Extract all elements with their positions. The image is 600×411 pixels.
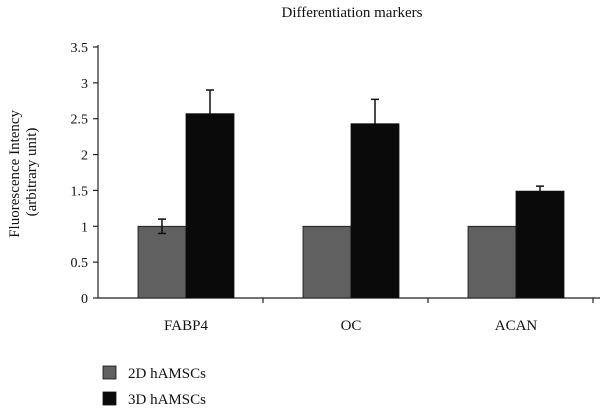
y-axis-label-line-1: Fluorescence Intency (7, 109, 23, 237)
error-bar (371, 98, 379, 124)
bars (137, 89, 565, 299)
bar-2d-hamscs-acan (467, 225, 517, 299)
legend-swatch (102, 365, 117, 380)
legend-label: 3D hAMSCs (128, 392, 206, 408)
error-bar (536, 185, 544, 192)
bar-3d-hamscs-acan (515, 190, 565, 299)
chart-title: Differentiation markers (282, 5, 423, 21)
y-axis-label: Fluorescence Intency (arbitrary unit) (7, 106, 40, 238)
legend-label: 2D hAMSCs (128, 366, 206, 382)
bar-3d-hamscs-oc (350, 123, 400, 299)
x-tick-label-oc: OC (341, 318, 362, 334)
y-tick-label: 3.5 (71, 41, 89, 56)
bar-2d-hamscs-oc (302, 225, 352, 299)
error-bar (158, 218, 166, 235)
y-tick-label: 0.5 (71, 256, 89, 271)
y-tick-label: 3 (81, 77, 88, 92)
error-bar (206, 89, 214, 114)
legend: 2D hAMSCs 3D hAMSCs (102, 365, 206, 408)
y-tick-label: 1 (81, 220, 88, 235)
y-axis-label-line-2: (arbitrary unit) (24, 128, 40, 217)
bar-3d-hamscs-fabp4 (185, 113, 235, 299)
y-tick-label: 1.5 (71, 184, 89, 199)
x-tick-labels: FABP4 OC ACAN (164, 318, 537, 334)
x-tick-label-acan: ACAN (495, 318, 538, 334)
y-tick-label: 2 (81, 149, 88, 164)
bar-2d-hamscs-fabp4 (137, 225, 187, 299)
legend-swatch (102, 391, 117, 406)
y-tick-label: 0 (81, 292, 88, 307)
x-tick-label-fabp4: FABP4 (164, 318, 208, 334)
y-tick-label: 2.5 (71, 113, 89, 128)
